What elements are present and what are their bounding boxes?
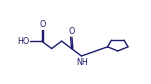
Text: NH: NH [76,58,88,67]
Text: O: O [39,20,45,29]
Text: O: O [69,27,75,36]
Text: HO: HO [17,37,29,46]
